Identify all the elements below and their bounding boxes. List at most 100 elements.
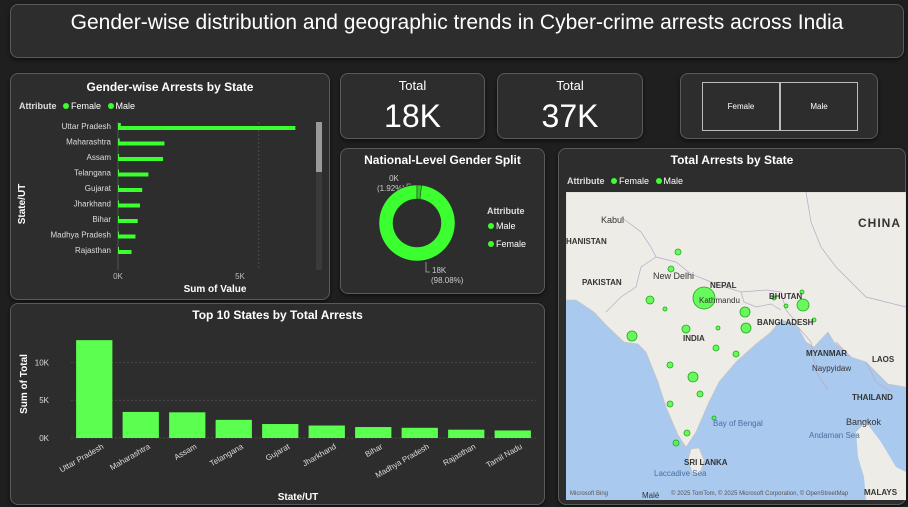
- chart-title: Total Arrests by State: [670, 153, 794, 167]
- map-bubble[interactable]: [626, 330, 638, 342]
- bar-female[interactable]: [118, 200, 119, 204]
- map-bubble[interactable]: [796, 298, 810, 312]
- y-tick-label: 10K: [35, 358, 50, 367]
- legend-item[interactable]: Female: [496, 239, 526, 249]
- donut-slice-male[interactable]: [378, 184, 456, 262]
- bar-male[interactable]: [118, 188, 143, 192]
- map-bubble[interactable]: [771, 295, 777, 301]
- bar-male[interactable]: [118, 157, 164, 161]
- slice-label-pct: (98.08%): [431, 276, 464, 285]
- map-bubble[interactable]: [687, 371, 699, 383]
- map-label: MALAYS: [864, 488, 898, 497]
- bar[interactable]: [494, 430, 531, 438]
- map-bubble[interactable]: [666, 400, 674, 408]
- gender-by-state-chart[interactable]: Gender-wise Arrests by State Attribute F…: [10, 73, 330, 300]
- scrollbar-thumb[interactable]: [316, 122, 322, 172]
- bar-male[interactable]: [118, 172, 149, 177]
- bar[interactable]: [355, 427, 392, 438]
- bar[interactable]: [308, 425, 345, 438]
- leader-line: [425, 262, 430, 273]
- bar-male[interactable]: [118, 141, 165, 146]
- bar-male[interactable]: [118, 126, 296, 130]
- map-bubble[interactable]: [666, 361, 674, 369]
- bar-male[interactable]: [118, 219, 138, 223]
- map-bubble[interactable]: [732, 350, 740, 358]
- bar[interactable]: [76, 340, 113, 438]
- legend-item[interactable]: Male: [115, 101, 136, 111]
- slicer-option-female[interactable]: Female: [702, 82, 780, 131]
- map-bubble[interactable]: [683, 429, 691, 437]
- bar-female[interactable]: [118, 169, 119, 173]
- y-tick-label: Uttar Pradesh: [62, 122, 111, 131]
- y-tick-label: Maharashtra: [66, 138, 111, 147]
- map-label: Malé: [642, 491, 660, 500]
- map-panel[interactable]: Total Arrests by State Attribute Female …: [558, 148, 906, 505]
- map-label: LAOS: [872, 355, 895, 364]
- map-bubble[interactable]: [783, 303, 789, 309]
- x-tick-label: 0K: [113, 272, 123, 281]
- map-bubble[interactable]: [692, 286, 716, 310]
- land-malaysia: [856, 422, 906, 500]
- map-bubble[interactable]: [739, 306, 751, 318]
- map-bubble[interactable]: [674, 248, 682, 256]
- map-canvas[interactable]: Kabul HANISTAN PAKISTAN New Delhi NEPAL …: [566, 192, 906, 500]
- bar[interactable]: [448, 429, 485, 438]
- map-bubble[interactable]: [811, 317, 817, 323]
- header-banner: Gender-wise distribution and geographic …: [10, 4, 904, 58]
- bar-male[interactable]: [118, 250, 132, 254]
- bar-male[interactable]: [118, 203, 140, 208]
- map-legend: Attribute Female Male: [567, 176, 683, 186]
- map-label: Bangkok: [846, 417, 882, 427]
- x-tick-label: Bihar: [364, 442, 385, 459]
- map-bubble[interactable]: [667, 265, 675, 273]
- x-axis-label: State/UT: [278, 492, 319, 503]
- legend-item[interactable]: Female: [619, 176, 650, 186]
- map-label: Bay of Bengal: [713, 419, 763, 428]
- x-tick-label: Jharkhand: [301, 442, 338, 468]
- bar-female[interactable]: [118, 231, 119, 235]
- map-bubble-layer[interactable]: [626, 248, 817, 447]
- legend-title: Attribute: [487, 206, 525, 216]
- top10-states-chart[interactable]: Top 10 States by Total Arrests Sum of To…: [10, 303, 545, 505]
- bar[interactable]: [122, 411, 159, 438]
- x-tick-label: 5K: [235, 272, 245, 281]
- hbar-plot: State/UT Sum of Value 0K 5K Uttar Prades…: [17, 122, 322, 295]
- map-bubble[interactable]: [645, 295, 655, 305]
- bar-female[interactable]: [118, 185, 119, 188]
- map-attribution: © 2025 TomTom, © 2025 Microsoft Corporat…: [671, 490, 849, 497]
- legend-item[interactable]: Female: [71, 101, 102, 111]
- legend-item[interactable]: Male: [496, 221, 516, 231]
- map-bubble[interactable]: [799, 289, 805, 295]
- y-tick-label: Assam: [87, 153, 112, 162]
- bar-male[interactable]: [118, 234, 136, 239]
- bar-female[interactable]: [118, 154, 120, 157]
- map-bubble[interactable]: [672, 439, 680, 447]
- legend-item[interactable]: Male: [663, 176, 684, 186]
- donut-slice-female[interactable]: [416, 184, 422, 200]
- legend-title: Attribute: [567, 176, 605, 186]
- map-bubble[interactable]: [712, 344, 720, 352]
- bar-female[interactable]: [118, 138, 120, 142]
- map-label: Kabul: [601, 215, 624, 225]
- bar[interactable]: [262, 424, 299, 438]
- map-bubble[interactable]: [711, 415, 717, 421]
- card-total-female: Total 18K: [340, 73, 485, 139]
- map-bubble[interactable]: [696, 390, 704, 398]
- map-label: CHINA: [858, 216, 901, 230]
- bar-female[interactable]: [118, 216, 119, 219]
- map-bubble[interactable]: [662, 306, 668, 312]
- gender-split-chart[interactable]: National-Level Gender Split 0K (1.92%) 1…: [340, 148, 545, 294]
- x-tick-label: Assam: [173, 442, 199, 462]
- bar-female[interactable]: [118, 247, 119, 250]
- map-bubble[interactable]: [715, 325, 721, 331]
- bar[interactable]: [169, 412, 206, 438]
- legend-dot-icon: [63, 103, 70, 109]
- y-tick-label: Rajasthan: [75, 246, 111, 255]
- map-bubble[interactable]: [740, 322, 752, 334]
- bar[interactable]: [401, 427, 438, 438]
- scrollbar-track[interactable]: [316, 122, 322, 270]
- bar[interactable]: [215, 419, 252, 438]
- slicer-option-male[interactable]: Male: [780, 82, 858, 131]
- bar-female[interactable]: [118, 123, 121, 126]
- map-bubble[interactable]: [681, 324, 691, 334]
